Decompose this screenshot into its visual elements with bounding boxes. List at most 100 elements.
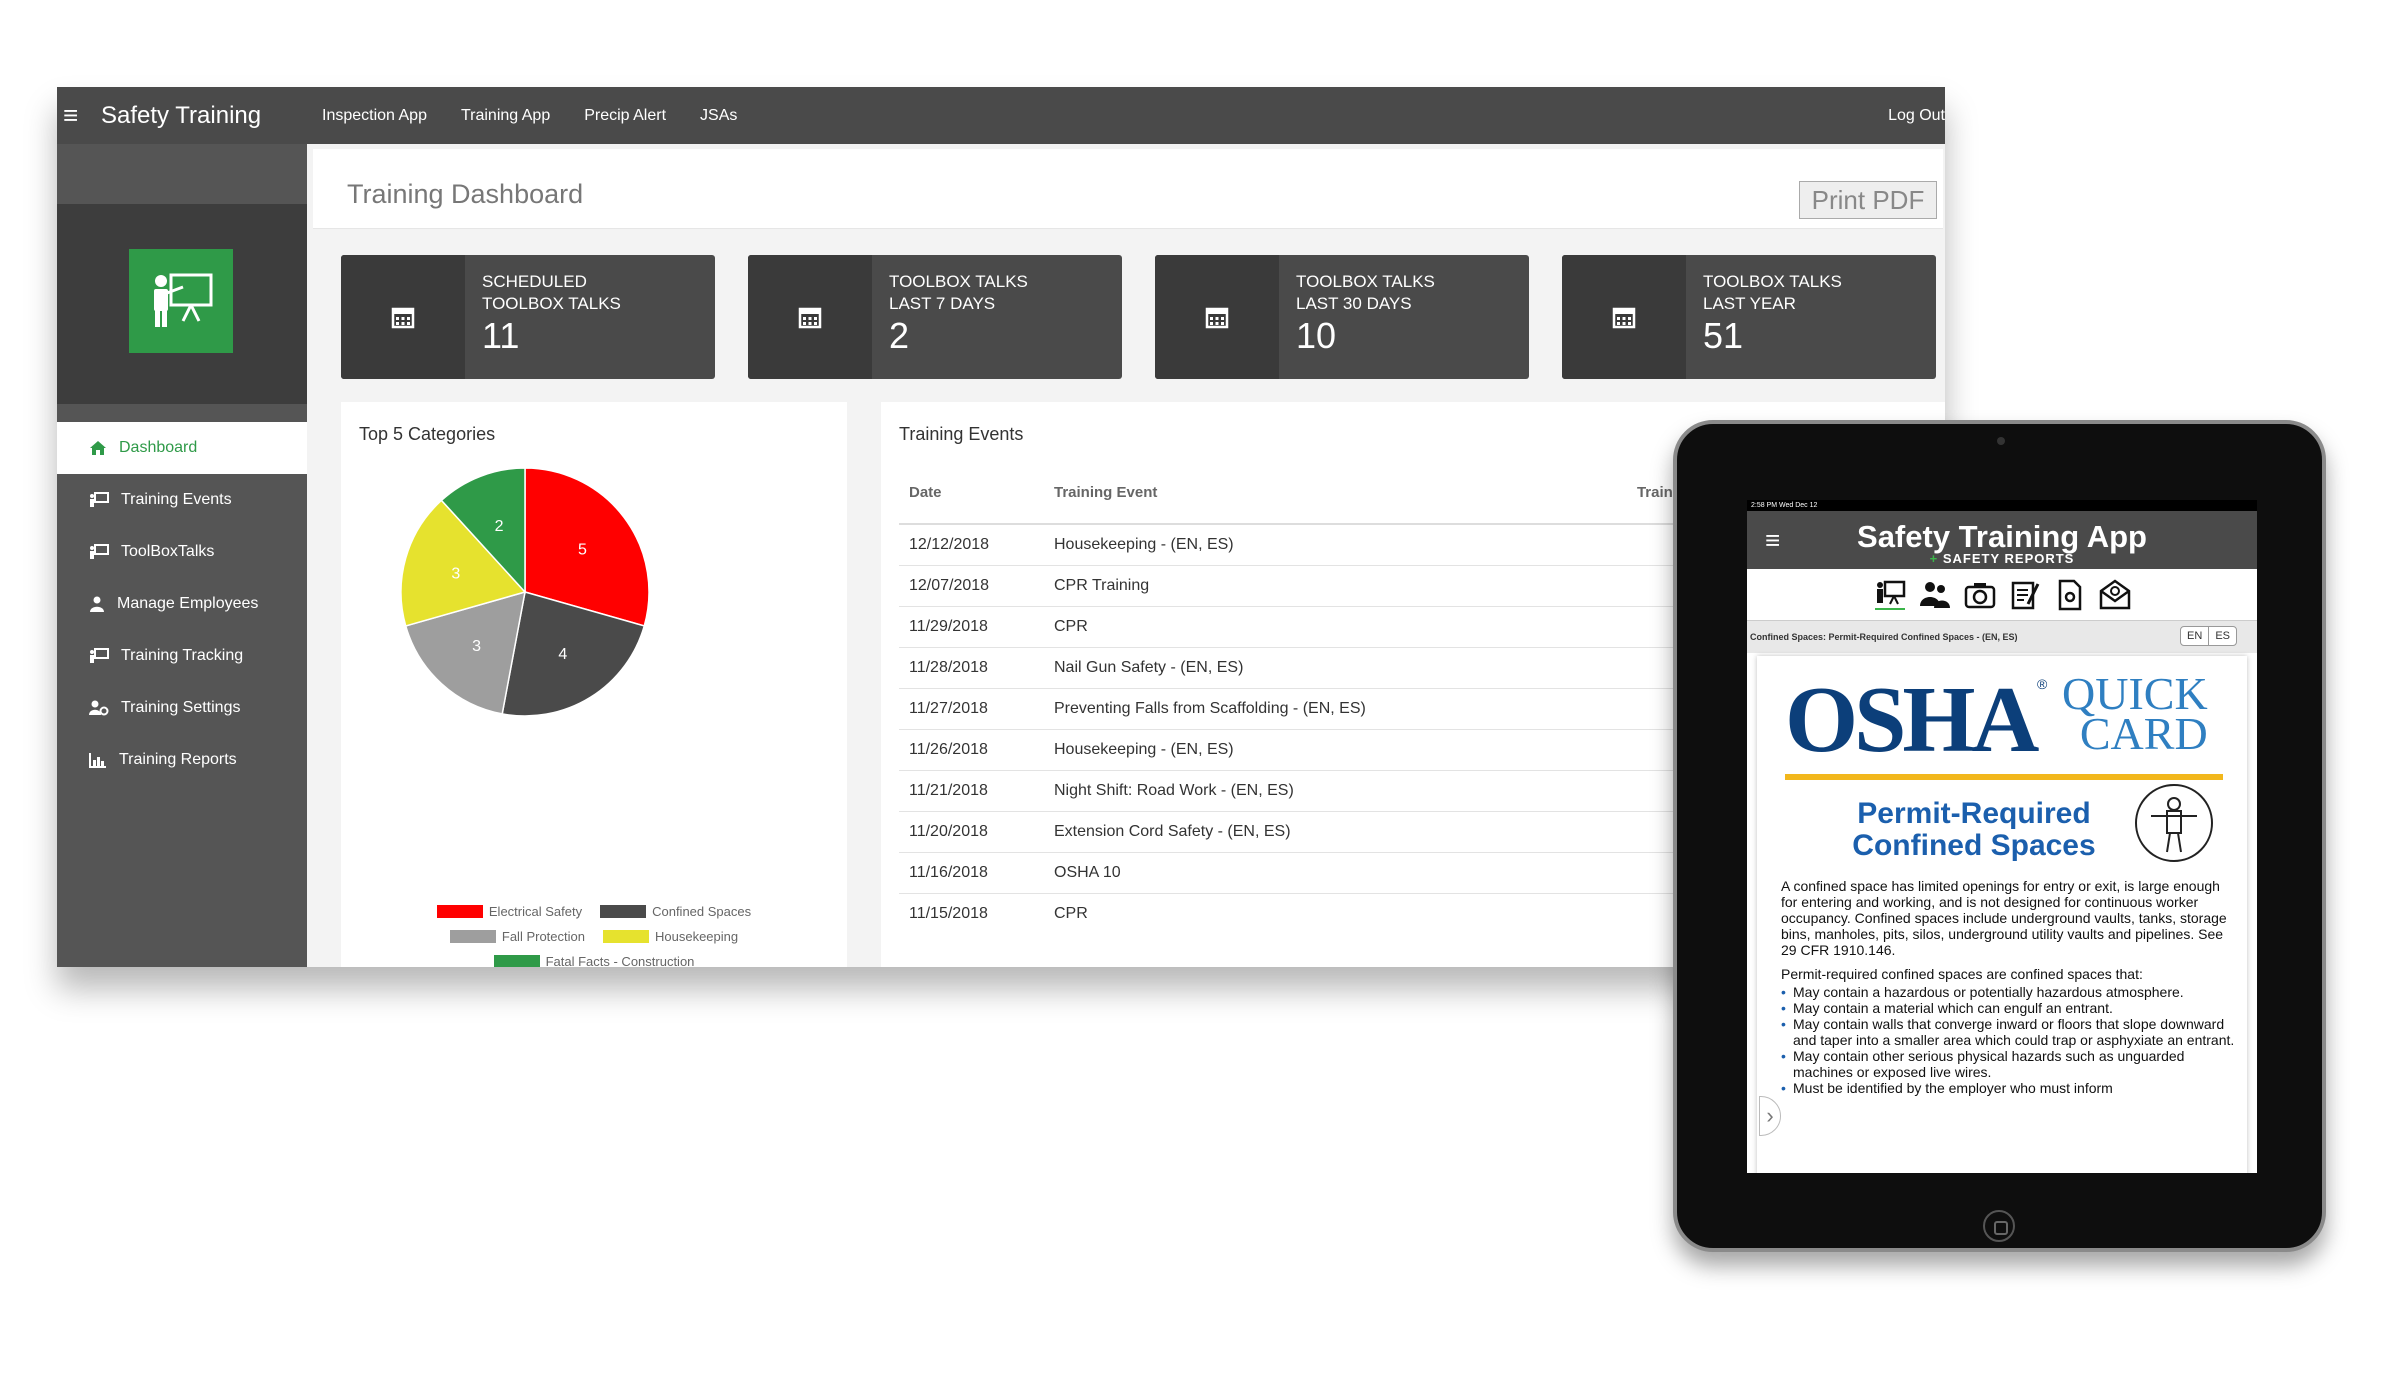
event-name: Nail Gun Safety - (EN, ES) [1054,646,1589,688]
hamburger-icon[interactable]: ≡ [63,100,79,130]
camera-icon[interactable] [1963,578,1997,612]
pie-slice-fall-protection[interactable] [404,590,526,715]
sidebar-item-label: Training Tracking [121,647,244,664]
table-row[interactable]: 11/27/2018 Preventing Falls from Scaffold… [899,687,1705,729]
calendar-icon [748,255,872,379]
pie-slice-housekeeping[interactable] [400,499,527,627]
table-row[interactable]: 11/16/2018 OSHA 10 [899,851,1705,893]
sidebar-item-training-events[interactable]: Training Events [57,474,307,526]
lang-en-button[interactable]: EN [2187,630,2203,642]
event-name: Preventing Falls from Scaffolding - (EN,… [1054,687,1589,729]
column-header-training-event[interactable]: Training Event [1054,462,1589,525]
hazard-list: May contain a hazardous or potentially h… [1781,984,2236,1096]
nav-training-app[interactable]: Training App [460,106,551,124]
tablet-device: 2:58 PM Wed Dec 12 ≡ Safety Training App… [1673,420,2326,1252]
people-icon[interactable] [1918,578,1952,612]
brand[interactable]: ≡ Safety Training [57,87,307,144]
sidebar-item-toolboxtalks[interactable]: ToolBoxTalks [57,526,307,578]
sidebar-item-manage-employees[interactable]: Manage Employees [57,578,307,630]
table-row[interactable]: 12/07/2018 CPR Training [899,564,1705,606]
subtitle-text: SAFETY REPORTS [1942,551,2075,566]
stat-label-line2: LAST 30 DAYS [1296,294,1412,313]
training-events-table: Date Training Event Trainer 12/12/2018 Ho… [899,462,1705,934]
presentation-icon [90,544,109,559]
trainer-icon[interactable] [1873,578,1907,612]
lang-es-button[interactable]: ES [2208,627,2236,645]
event-name: Night Shift: Road Work - (EN, ES) [1054,769,1589,811]
sidebar-item-training-settings[interactable]: Training Settings [57,682,307,734]
nav-inspection-app[interactable]: Inspection App [322,106,427,124]
camera-dot [1997,437,2005,445]
legend-row-2: Fall Protection Housekeeping [341,929,847,944]
list-item: May contain a material which can engulf … [1781,1000,2236,1016]
nav-jsas[interactable]: JSAs [700,106,738,124]
sidebar-item-dashboard[interactable]: Dashboard [57,422,307,474]
list-item: May contain a hazardous or potentially h… [1781,984,2236,1000]
pie-slice-value-label: 2 [495,518,504,535]
pie-slice-fatal-facts-construction[interactable] [440,467,526,594]
table-row[interactable]: 11/29/2018 CPR [899,605,1705,647]
sidebar-item-training-reports[interactable]: Training Reports [57,734,307,786]
hamburger-icon[interactable]: ≡ [1765,525,1781,555]
list-intro: Permit-required confined spaces are conf… [1781,966,2143,982]
print-pdf-button[interactable]: Print PDF [1799,181,1937,219]
osha-quick-card: OSHA ® QUICK CARD Permit-Required Confined… [1757,656,2247,1173]
legend-item[interactable]: Electrical Safety [436,904,582,919]
top-navbar: ≡ Safety Training Inspection App Trainin… [57,87,1945,144]
table-row[interactable]: 11/28/2018 Nail Gun Safety - (EN, ES) [899,646,1705,688]
table-row[interactable]: 11/20/2018 Extension Cord Safety - (EN, E… [899,810,1705,852]
tablet-app-header: ≡ Safety Training App + SAFETY REPORTS [1747,511,2257,569]
pie-slice-confined-spaces[interactable] [501,591,646,717]
event-date: 11/27/2018 [899,687,1054,729]
event-date: 11/29/2018 [899,605,1054,647]
stat-label-line2: LAST 7 DAYS [889,294,996,313]
table-row[interactable]: 11/21/2018 Night Shift: Road Work - (EN, … [899,769,1705,811]
legend-swatch [493,955,540,967]
table-row[interactable]: 11/15/2018 CPR [899,892,1705,934]
logout-link[interactable]: Log Out [1888,107,1945,124]
column-header-date[interactable]: Date [899,462,1054,525]
event-name: CPR Training [1054,564,1589,606]
card-title: Training Events [899,424,1024,444]
sidebar-item-label: Manage Employees [117,595,259,612]
legend-item[interactable]: Fall Protection [449,929,585,944]
stat-label-line2: LAST YEAR [1703,294,1796,313]
pie-slice-electrical-safety[interactable] [524,467,650,627]
card-text: CARD [2079,708,2208,759]
title-line2: Confined Spaces [1852,829,2096,862]
stat-card-last-30-days: TOOLBOX TALKS LAST 30 DAYS 10 [1155,255,1529,379]
document-title: Confined Spaces: Permit-Required Confine… [1750,632,2018,642]
chevron-right-icon[interactable]: › [1759,1096,1781,1136]
page-header: Training Dashboard Print PDF [313,149,1943,229]
plus-icon: + [1929,551,1939,566]
event-date: 12/07/2018 [899,564,1054,606]
table-row[interactable]: 12/12/2018 Housekeeping - (EN, ES) [899,523,1705,565]
stat-label: SCHEDULED TOOLBOX TALKS [482,271,621,315]
event-name: CPR [1054,892,1589,934]
presentation-icon [90,648,109,663]
event-name: Extension Cord Safety - (EN, ES) [1054,810,1589,852]
event-name: CPR [1054,605,1589,647]
table-row[interactable]: 11/26/2018 Housekeeping - (EN, ES) [899,728,1705,770]
mail-icon[interactable] [2098,578,2132,612]
event-date: 11/15/2018 [899,892,1054,934]
event-name: OSHA 10 [1054,851,1589,893]
legend-item[interactable]: Confined Spaces [600,904,751,919]
pie-slice-value-label: 5 [578,542,587,559]
home-button[interactable] [1983,1210,2015,1242]
legend-item[interactable]: Fatal Facts - Construction [493,954,694,967]
nav-precip-alert[interactable]: Precip Alert [584,106,667,124]
sidebar-item-training-tracking[interactable]: Training Tracking [57,630,307,682]
legend-item[interactable]: Housekeeping [602,929,738,944]
settings-doc-icon[interactable] [2053,578,2087,612]
tablet-toolbar [1747,569,2257,621]
stat-value: 10 [1296,315,1337,356]
stat-label: TOOLBOX TALKS LAST 30 DAYS [1296,271,1435,315]
tablet-app-subtitle: + SAFETY REPORTS [1747,551,2257,566]
event-date: 11/16/2018 [899,851,1054,893]
title-line1: Permit-Required [1857,797,2091,830]
top-nav: Inspection App Training App Precip Alert… [322,87,737,144]
presentation-icon [90,492,109,507]
edit-icon[interactable] [2008,578,2042,612]
